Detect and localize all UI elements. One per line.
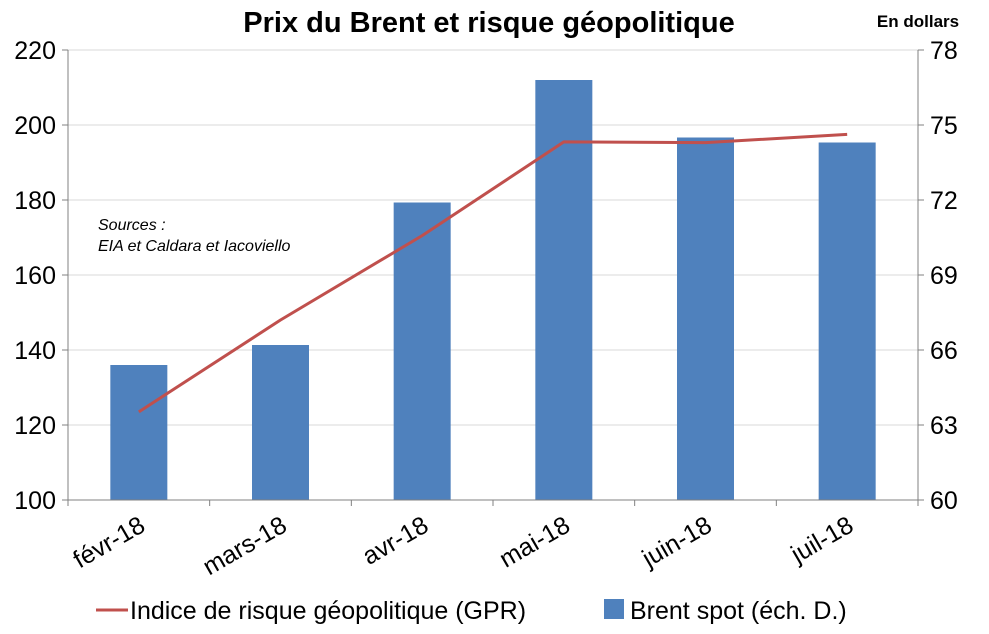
x-tick-label: juil-18: [786, 511, 859, 569]
gridlines: [68, 49, 918, 426]
right-tick-label: 72: [930, 187, 958, 215]
left-tick-label: 220: [14, 37, 56, 65]
x-tick-label: févr-18: [68, 511, 149, 574]
bar-févr-18: [110, 365, 168, 500]
bar-mai-18: [535, 80, 593, 500]
chart-title: Prix du Brent et risque géopolitique: [243, 7, 734, 39]
left-tick-label: 120: [14, 412, 56, 440]
unit-label: En dollars: [877, 12, 959, 31]
x-tick-labels: févr-18 mars-18 avr-18 mai-18 juin-18 juil-18: [67, 500, 919, 581]
x-tick-label: juin-18: [637, 511, 717, 573]
right-tick-label: 75: [930, 112, 958, 140]
bar-juin-18: [677, 137, 734, 500]
legend-bar-swatch: [604, 599, 624, 619]
right-tick-label: 66: [930, 337, 958, 365]
bar-avr-18: [393, 202, 451, 500]
x-tick-label: mars-18: [198, 511, 291, 581]
left-tick-label: 100: [14, 487, 56, 515]
legend-line-label: Indice de risque géopolitique (GPR): [130, 597, 526, 625]
legend-bar-label: Brent spot (éch. D.): [630, 597, 847, 625]
line-series: [138, 132, 848, 414]
right-tick-label: 69: [930, 262, 958, 290]
right-tick-labels: 60 63 66 69 72 75 78: [918, 37, 958, 515]
left-tick-label: 180: [14, 187, 56, 215]
right-tick-label: 78: [930, 37, 958, 65]
source-text: EIA et Caldara et Iacoviello: [98, 238, 291, 255]
left-tick-label: 140: [14, 337, 56, 365]
legend: Indice de risque géopolitique (GPR) Bren…: [96, 597, 847, 625]
left-tick-label: 200: [14, 112, 56, 140]
right-tick-label: 60: [930, 487, 958, 515]
x-tick-label: mai-18: [495, 511, 575, 573]
source-label: Sources :: [98, 217, 166, 234]
left-tick-label: 160: [14, 262, 56, 290]
x-tick-label: avr-18: [358, 511, 433, 571]
bar-series: [110, 80, 876, 500]
bar-mars-18: [252, 345, 309, 500]
bar-juil-18: [818, 142, 876, 500]
left-tick-labels: 100 120 140 160 180 200 220: [14, 37, 68, 515]
right-tick-label: 63: [930, 412, 958, 440]
gpr-line: [138, 132, 848, 414]
